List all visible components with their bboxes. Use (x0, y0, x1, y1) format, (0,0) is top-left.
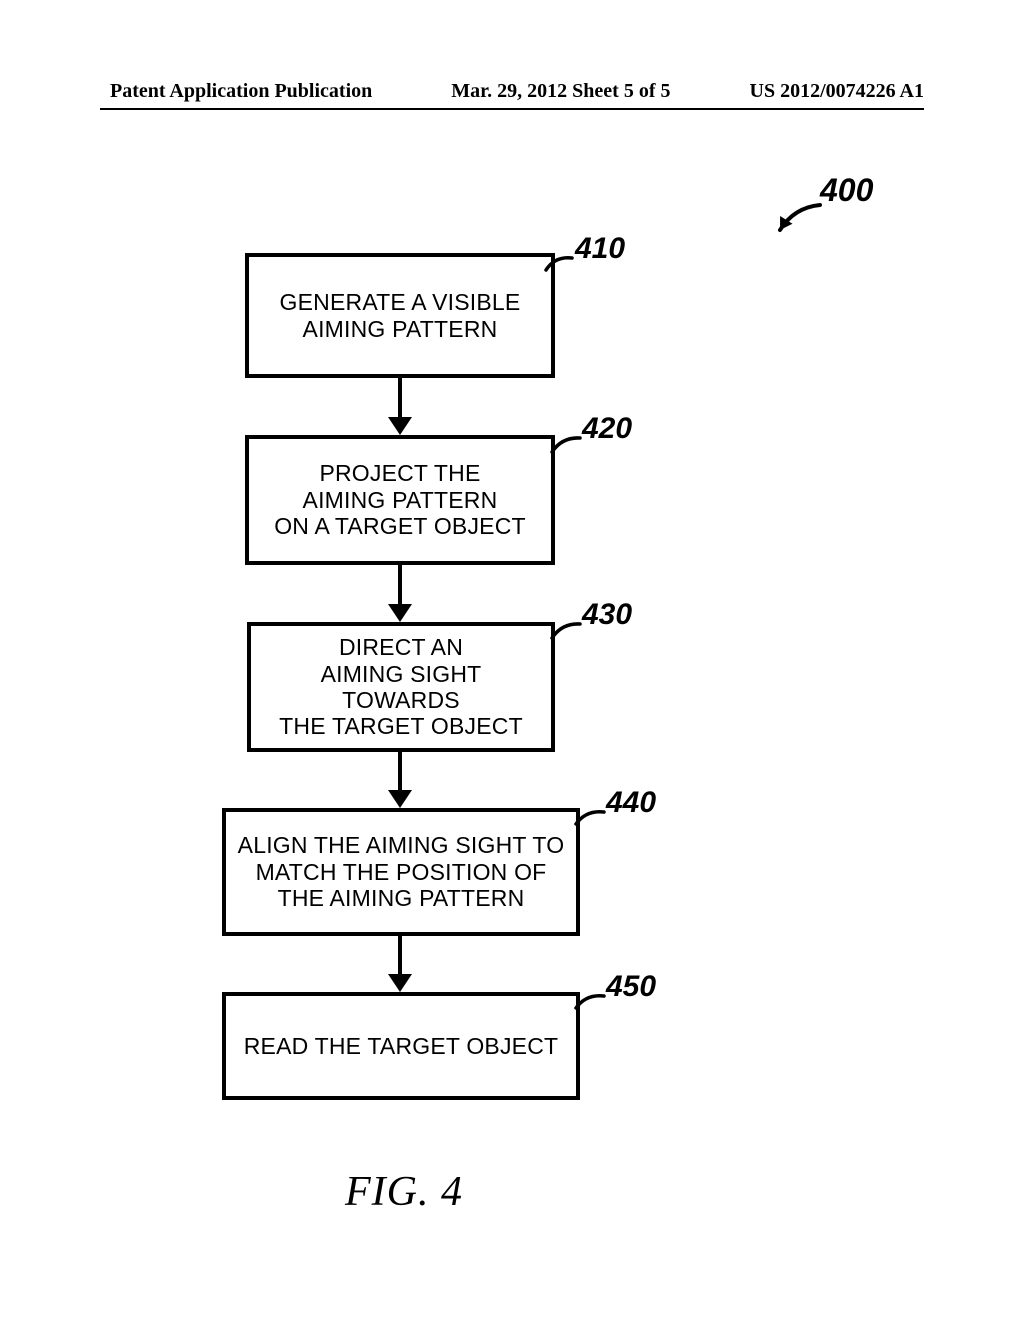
flow-node-430: DIRECT ANAIMING SIGHT TOWARDSTHE TARGET … (247, 622, 555, 752)
overall-ref-label: 400 (820, 172, 873, 209)
page: Patent Application Publication Mar. 29, … (0, 0, 1024, 1320)
flow-node-440-ref: 440 (606, 786, 656, 820)
flow-node-450-ref: 450 (606, 970, 656, 1004)
flow-node-440: ALIGN THE AIMING SIGHT TOMATCH THE POSIT… (222, 808, 580, 936)
flow-node-420-text: PROJECT THEAIMING PATTERNON A TARGET OBJ… (274, 460, 526, 539)
arrow-410-420 (388, 378, 412, 435)
overall-ref-leader-arrowhead (780, 216, 793, 230)
leader-430 (552, 624, 580, 638)
flow-node-450: READ THE TARGET OBJECT (222, 992, 580, 1100)
overall-ref-leader-path (780, 205, 820, 230)
flow-node-410: GENERATE A VISIBLEAIMING PATTERN (245, 253, 555, 378)
flow-node-430-ref: 430 (582, 598, 632, 632)
flow-node-450-text: READ THE TARGET OBJECT (244, 1033, 559, 1059)
figure-caption: FIG. 4 (345, 1168, 463, 1216)
leader-440 (576, 812, 604, 824)
arrow-420-430 (388, 565, 412, 622)
flow-node-420: PROJECT THEAIMING PATTERNON A TARGET OBJ… (245, 435, 555, 565)
leader-420 (552, 438, 580, 452)
arrow-440-450 (388, 936, 412, 992)
flow-node-430-text: DIRECT ANAIMING SIGHT TOWARDSTHE TARGET … (259, 634, 543, 740)
leader-450 (576, 996, 604, 1008)
flow-node-440-text: ALIGN THE AIMING SIGHT TOMATCH THE POSIT… (238, 832, 565, 911)
flow-node-410-text: GENERATE A VISIBLEAIMING PATTERN (280, 289, 521, 342)
flow-node-420-ref: 420 (582, 412, 632, 446)
figure-area: 400 GENERATE A VISIBLEAIMING PATTERN 410… (0, 0, 1024, 1320)
flow-node-410-ref: 410 (575, 232, 625, 266)
arrow-430-440 (388, 752, 412, 808)
